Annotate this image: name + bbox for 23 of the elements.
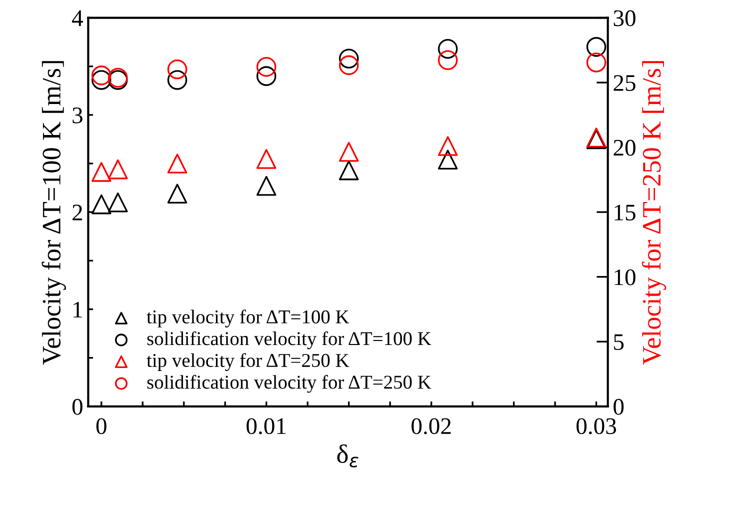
y-tick-label: 3 — [72, 107, 82, 124]
y2-tick-label: 10 — [614, 269, 636, 286]
x-tick-label: 0.02 — [412, 418, 451, 434]
x-axis-title: δ$_{ε}$ — [337, 444, 358, 468]
y-tick-label: 0 — [72, 398, 82, 415]
y2-tick-label: 30 — [614, 10, 636, 26]
legend-label: tip velocity for ΔT=250 K — [146, 353, 350, 372]
y2-axis-title: Velocity for ΔT=250 K [m/s] — [642, 61, 666, 365]
legend-label: solidification velocity for ΔT=250 K — [147, 374, 432, 393]
y2-tick-label: 20 — [614, 140, 636, 156]
y-tick-label: 4 — [72, 10, 83, 26]
y-axis-title: Velocity for ΔT=100 K [m/s] — [42, 61, 66, 365]
x-tick-label: 0.01 — [246, 418, 286, 434]
legend-label: tip velocity for ΔT=100 K — [146, 310, 350, 328]
y2-tick-label: 0 — [614, 398, 624, 415]
legend-label: solidification velocity for ΔT=100 K — [147, 331, 432, 350]
y-tick-label: 1 — [74, 302, 82, 318]
x-tick-label: 0 — [96, 418, 106, 434]
y-tick-label: 2 — [72, 204, 82, 220]
x-tick-label: 0.03 — [576, 418, 616, 434]
y2-tick-label: 5 — [614, 334, 624, 350]
y2-tick-label: 25 — [614, 75, 636, 91]
y2-tick-label: 15 — [614, 204, 636, 221]
